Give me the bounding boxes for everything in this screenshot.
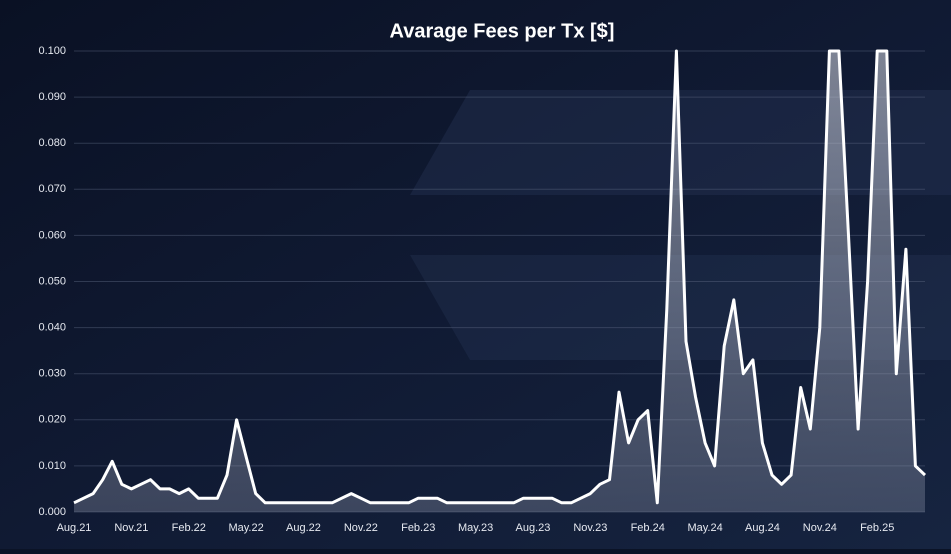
y-tick-label: 0.010 bbox=[38, 460, 66, 472]
y-tick-label: 0.050 bbox=[38, 275, 66, 287]
y-tick-label: 0.040 bbox=[38, 322, 66, 334]
y-tick-label: 0.070 bbox=[38, 183, 66, 195]
x-tick-label: Nov.23 bbox=[573, 522, 607, 534]
x-tick-label: Aug.21 bbox=[57, 522, 92, 534]
x-tick-label: May.24 bbox=[687, 522, 722, 534]
x-tick-label: Feb.23 bbox=[401, 522, 435, 534]
y-tick-label: 0.030 bbox=[38, 368, 66, 380]
x-tick-label: May.23 bbox=[458, 522, 493, 534]
x-tick-label: May.22 bbox=[228, 522, 263, 534]
x-tick-label: Feb.25 bbox=[860, 522, 894, 534]
x-tick-label: Feb.24 bbox=[631, 522, 665, 534]
y-tick-label: 0.090 bbox=[38, 91, 66, 103]
y-tick-label: 0.000 bbox=[38, 506, 66, 518]
y-tick-label: 0.020 bbox=[38, 414, 66, 426]
chart-title: Avarage Fees per Tx [$] bbox=[390, 20, 615, 42]
x-tick-label: Nov.22 bbox=[344, 522, 378, 534]
y-tick-label: 0.080 bbox=[38, 137, 66, 149]
x-tick-label: Aug.24 bbox=[745, 522, 780, 534]
x-tick-label: Aug.23 bbox=[516, 522, 551, 534]
y-tick-label: 0.100 bbox=[38, 45, 66, 57]
x-tick-label: Nov.21 bbox=[114, 522, 148, 534]
x-tick-label: Aug.22 bbox=[286, 522, 321, 534]
x-tick-label: Feb.22 bbox=[172, 522, 206, 534]
line bbox=[73, 49, 927, 505]
x-tick-label: Nov.24 bbox=[803, 522, 837, 534]
y-tick-label: 0.060 bbox=[38, 229, 66, 241]
